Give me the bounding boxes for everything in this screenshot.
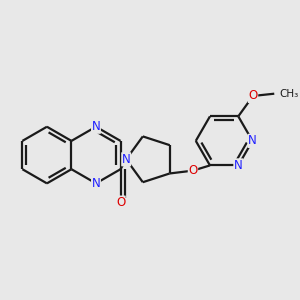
Text: N: N <box>92 120 100 133</box>
Text: N: N <box>248 134 257 147</box>
Text: O: O <box>248 89 258 103</box>
Text: O: O <box>116 196 125 209</box>
Text: CH₃: CH₃ <box>279 89 298 99</box>
Text: O: O <box>188 164 198 177</box>
Text: N: N <box>92 177 100 190</box>
Text: N: N <box>234 159 243 172</box>
Text: N: N <box>122 153 130 166</box>
